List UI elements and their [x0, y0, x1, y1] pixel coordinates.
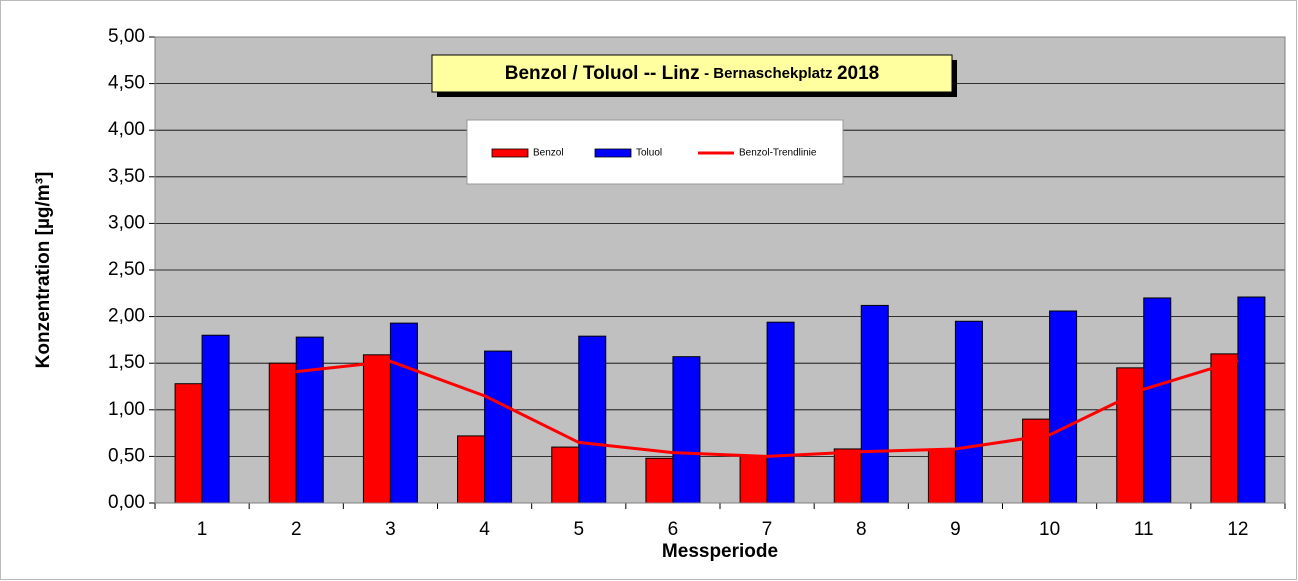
bar [389, 322, 418, 504]
bar [268, 362, 297, 504]
legend-label: Benzol-Trendlinie [739, 148, 817, 159]
bar [578, 335, 607, 504]
y-tick-label: 5,00 [108, 26, 145, 47]
bar [766, 321, 795, 504]
legend-label: Benzol [533, 148, 564, 159]
bar [174, 383, 203, 504]
x-axis-title: Messperiode [662, 541, 778, 562]
bar [1237, 296, 1266, 504]
x-tick-label: 1 [197, 519, 208, 540]
legend-swatch [594, 148, 632, 158]
chart-title: Benzol / Toluol -- Linz - Bernaschekplat… [505, 63, 879, 84]
trend-line [296, 358, 1239, 458]
x-tick-label: 12 [1227, 519, 1248, 540]
bar [551, 446, 580, 504]
y-tick-label: 2,50 [108, 259, 145, 280]
bar [1116, 367, 1145, 504]
x-tick-label: 6 [668, 519, 679, 540]
y-axis-title: Konzentration [µg/m³] [33, 172, 54, 369]
x-tick-label: 2 [291, 519, 302, 540]
x-tick-label: 4 [479, 519, 490, 540]
bar [860, 304, 889, 504]
y-tick-label: 4,00 [108, 119, 145, 140]
x-tick-label: 5 [573, 519, 584, 540]
x-tick-label: 11 [1134, 519, 1154, 540]
bar [1022, 418, 1051, 504]
bar [954, 320, 983, 504]
bar [1143, 297, 1172, 504]
legend-box [466, 119, 844, 185]
bar [362, 354, 391, 504]
bar [201, 334, 230, 504]
title-main: Benzol / Toluol -- Linz [505, 63, 700, 84]
y-tick-label: 1,00 [108, 399, 145, 420]
title-sub: - Bernaschekplatz [704, 65, 832, 82]
y-tick-label: 3,00 [108, 212, 145, 233]
bar [295, 336, 324, 504]
x-tick-label: 9 [950, 519, 961, 540]
x-tick-label: 3 [385, 519, 396, 540]
bar [739, 455, 768, 504]
legend-label: Toluol [636, 148, 662, 159]
bar [672, 356, 701, 504]
y-tick-label: 0,50 [108, 445, 145, 466]
bar [1210, 353, 1239, 504]
y-tick-label: 4,50 [108, 73, 145, 94]
title-box [431, 54, 953, 93]
x-tick-label: 7 [762, 519, 773, 540]
y-tick-label: 3,50 [108, 166, 145, 187]
bar [645, 457, 674, 504]
bar [833, 448, 862, 504]
y-tick-label: 1,50 [108, 352, 145, 373]
bar [457, 435, 486, 504]
title-year: 2018 [837, 63, 879, 84]
plot-border [154, 36, 1286, 504]
y-tick-label: 2,00 [108, 306, 145, 327]
x-tick-label: 10 [1039, 519, 1060, 540]
bar [484, 350, 513, 504]
legend-swatch [491, 148, 529, 158]
y-tick-label: 0,00 [108, 492, 145, 513]
x-tick-label: 8 [856, 519, 867, 540]
bar [927, 449, 956, 504]
bar [1049, 310, 1078, 504]
